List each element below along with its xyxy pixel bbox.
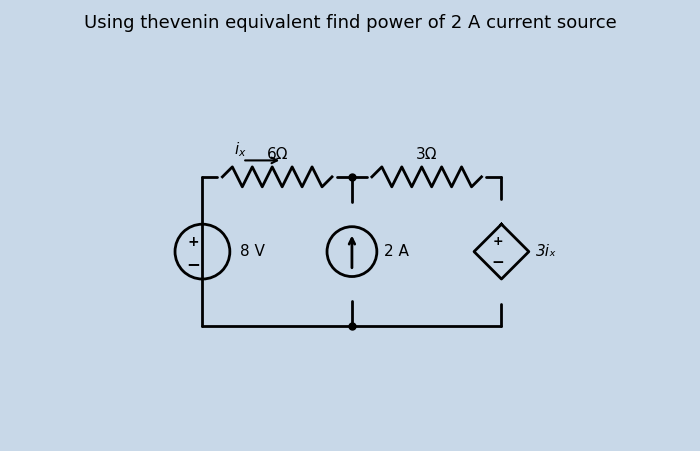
Text: −: − bbox=[186, 255, 200, 273]
Text: 2 A: 2 A bbox=[384, 244, 409, 259]
Text: +: + bbox=[492, 235, 503, 248]
Text: 3iₓ: 3iₓ bbox=[536, 244, 557, 259]
Text: $i_x$: $i_x$ bbox=[234, 140, 246, 159]
Text: −: − bbox=[491, 255, 504, 270]
Text: 6Ω: 6Ω bbox=[267, 147, 288, 162]
Text: 3Ω: 3Ω bbox=[416, 147, 438, 162]
Text: 8 V: 8 V bbox=[240, 244, 265, 259]
Text: Using thevenin equivalent find power of 2 A current source: Using thevenin equivalent find power of … bbox=[83, 14, 617, 32]
Text: +: + bbox=[188, 235, 200, 249]
